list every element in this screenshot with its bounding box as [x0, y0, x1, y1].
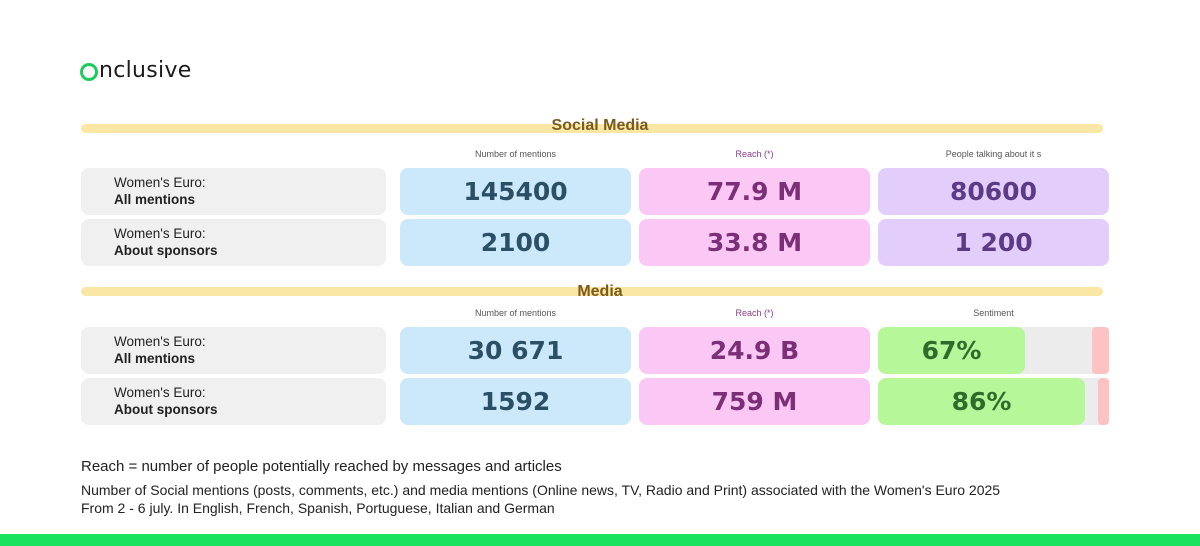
media-all-sentiment-bar: 67% — [878, 327, 1109, 374]
row-label-line2: About sponsors — [114, 402, 218, 417]
media-row-label-all: Women's Euro: All mentions — [81, 327, 386, 374]
social-header-mentions: Number of mentions — [474, 149, 557, 159]
period-languages-note: From 2 - 6 july. In English, French, Spa… — [81, 500, 555, 516]
social-sponsors-people-value: 1 200 — [878, 219, 1109, 266]
sentiment-positive-fill: 67% — [878, 327, 1025, 374]
social-header-people: People talking about it s — [945, 149, 1042, 159]
social-row-label-sponsors: Women's Euro: About sponsors — [81, 219, 386, 266]
social-header-reach: Reach (*) — [735, 149, 774, 159]
social-sponsors-reach-value: 33.8 M — [639, 219, 870, 266]
social-media-title: Social Media — [551, 117, 649, 134]
media-sponsors-reach-value: 759 M — [639, 378, 870, 425]
media-row-label-sponsors: Women's Euro: About sponsors — [81, 378, 386, 425]
social-all-reach-value: 77.9 M — [639, 168, 870, 215]
media-header-reach: Reach (*) — [735, 308, 774, 318]
social-all-people-value: 80600 — [878, 168, 1109, 215]
onclusive-logo: nclusive — [80, 58, 192, 83]
footer-accent-bar — [0, 534, 1200, 546]
sentiment-negative-fill — [1092, 327, 1109, 374]
mentions-description-note: Number of Social mentions (posts, commen… — [81, 482, 1001, 498]
media-all-reach-value: 24.9 B — [639, 327, 870, 374]
row-label-line2: All mentions — [114, 192, 196, 207]
media-header-mentions: Number of mentions — [474, 308, 557, 318]
row-label-line1: Women's Euro: — [114, 175, 206, 190]
social-media-divider — [81, 124, 1103, 133]
social-row-label-all: Women's Euro: All mentions — [81, 168, 386, 215]
media-divider — [81, 287, 1103, 296]
social-all-mentions-value: 145400 — [400, 168, 631, 215]
reach-definition-note: Reach = number of people potentially rea… — [81, 458, 562, 475]
social-sponsors-mentions-value: 2100 — [400, 219, 631, 266]
row-label-line2: All mentions — [114, 351, 196, 366]
row-label-line1: Women's Euro: — [114, 385, 206, 400]
logo-o-icon — [80, 62, 98, 81]
sentiment-positive-fill: 86% — [878, 378, 1085, 425]
media-sponsors-mentions-value: 1592 — [400, 378, 631, 425]
row-label-line1: Women's Euro: — [114, 334, 206, 349]
media-header-sentiment: Sentiment — [973, 308, 1014, 318]
media-all-mentions-value: 30 671 — [400, 327, 631, 374]
row-label-line2: About sponsors — [114, 243, 218, 258]
media-title: Media — [577, 283, 623, 300]
row-label-line1: Women's Euro: — [114, 226, 206, 241]
sentiment-negative-fill — [1098, 378, 1109, 425]
logo-text: nclusive — [99, 58, 192, 83]
media-sponsors-sentiment-bar: 86% — [878, 378, 1109, 425]
